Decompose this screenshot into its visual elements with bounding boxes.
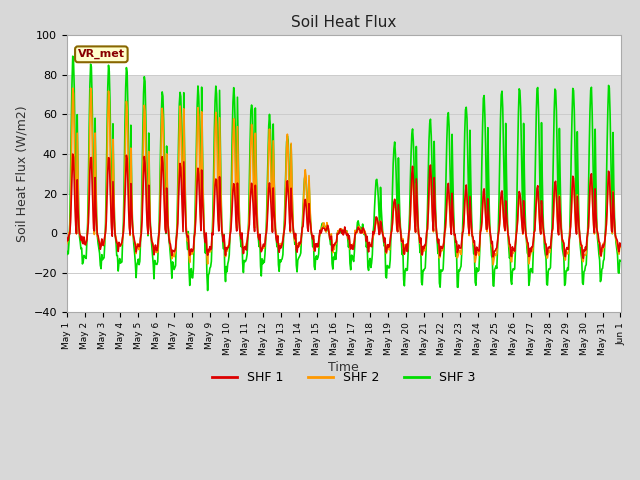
- SHF 3: [69, 53, 77, 59]
- SHF 2: [63, 241, 70, 247]
- SHF 3: [204, 288, 211, 293]
- Line: SHF 1: SHF 1: [67, 154, 621, 258]
- SHF 3: [617, 258, 625, 264]
- SHF 2: [617, 244, 625, 250]
- SHF 3: [321, 224, 329, 229]
- SHF 3: [63, 252, 70, 257]
- SHF 1: [474, 247, 482, 252]
- SHF 2: [300, 192, 308, 198]
- SHF 2: [141, 108, 149, 114]
- SHF 3: [475, 267, 483, 273]
- Line: SHF 2: SHF 2: [67, 88, 621, 265]
- Y-axis label: Soil Heat Flux (W/m2): Soil Heat Flux (W/m2): [15, 106, 28, 242]
- SHF 2: [87, 85, 95, 91]
- SHF 1: [65, 232, 73, 238]
- SHF 1: [141, 160, 149, 166]
- Legend: SHF 1, SHF 2, SHF 3: SHF 1, SHF 2, SHF 3: [207, 366, 481, 389]
- SHF 2: [461, 202, 468, 208]
- Line: SHF 3: SHF 3: [67, 56, 621, 290]
- SHF 1: [617, 243, 625, 249]
- SHF 3: [461, 107, 469, 113]
- SHF 1: [63, 235, 70, 240]
- X-axis label: Time: Time: [328, 360, 359, 373]
- SHF 1: [300, 213, 308, 218]
- SHF 3: [301, 176, 308, 182]
- SHF 2: [489, 262, 497, 268]
- SHF 2: [321, 223, 328, 229]
- SHF 3: [65, 239, 73, 244]
- SHF 1: [321, 226, 328, 232]
- SHF 2: [65, 229, 73, 235]
- Bar: [67, 75, 621, 193]
- SHF 1: [461, 199, 468, 204]
- Title: Soil Heat Flux: Soil Heat Flux: [291, 15, 396, 30]
- SHF 3: [141, 79, 149, 84]
- Text: VR_met: VR_met: [78, 49, 125, 60]
- SHF 2: [474, 249, 482, 255]
- SHF 1: [69, 151, 77, 157]
- SHF 1: [579, 255, 587, 261]
